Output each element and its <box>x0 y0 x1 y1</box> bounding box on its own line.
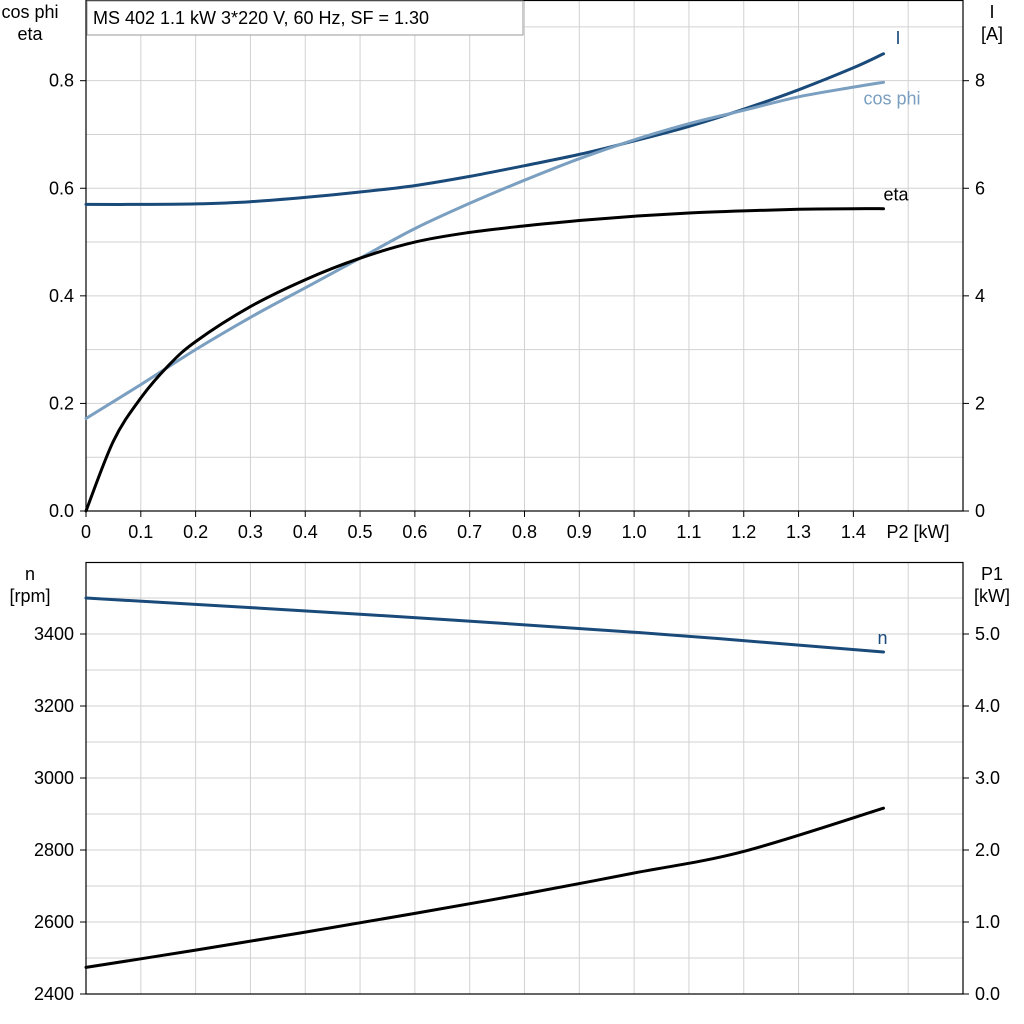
x-axis-label: P2 [kW] <box>886 522 949 542</box>
x-tick-label: 0 <box>81 522 91 542</box>
y-tick-label-left: 0.6 <box>49 178 74 198</box>
y-axis-label-right: P1 <box>981 564 1003 584</box>
y-tick-label-left: 0.2 <box>49 393 74 413</box>
y-tick-label-left: 0.4 <box>49 286 74 306</box>
series-label: I <box>896 28 901 48</box>
y-axis-label-left: [rpm] <box>9 586 50 606</box>
title-box <box>86 0 524 36</box>
x-tick-label: 1.0 <box>622 522 647 542</box>
x-tick-label: 0.4 <box>293 522 318 542</box>
series-line-i <box>84 52 885 206</box>
y-tick-label-right: 2 <box>975 393 985 413</box>
x-tick-label: 0.7 <box>457 522 482 542</box>
series-line-eta <box>84 207 885 513</box>
y-axis-label-right: I <box>989 2 994 22</box>
x-tick-label: 1.1 <box>676 522 701 542</box>
x-tick-label: 0.2 <box>183 522 208 542</box>
y-axis-label-right: [kW] <box>974 586 1010 606</box>
series-line-cos-phi <box>84 80 885 420</box>
series-label: n <box>878 628 888 648</box>
bottom-panel: 2400 2600 2800 3000 3200 3400 0.0 1.0 2.0 3.0 4.0 5… <box>9 561 1010 1004</box>
series-line-p1 <box>84 806 885 969</box>
y-tick-label-left: 0.0 <box>49 501 74 521</box>
y-axis-label-left: eta <box>17 24 43 44</box>
y-tick-label-left: 2600 <box>34 912 74 932</box>
x-tick-label: 1.3 <box>786 522 811 542</box>
y-tick-label-right: 6 <box>975 178 985 198</box>
y-tick-label-right: 3.0 <box>975 768 1000 788</box>
x-tick-label: 0.8 <box>512 522 537 542</box>
y-tick-label-right: 0 <box>975 501 985 521</box>
y-tick-label-right: 5.0 <box>975 624 1000 644</box>
y-tick-label-left: 3000 <box>34 768 74 788</box>
series-label: cos phi <box>864 88 921 108</box>
y-tick-label-left: 2800 <box>34 840 74 860</box>
y-tick-label-right: 2.0 <box>975 840 1000 860</box>
y-tick-label-right: 0.0 <box>975 984 1000 1004</box>
y-axis-label-left: n <box>25 564 35 584</box>
y-tick-label-left: 2400 <box>34 984 74 1004</box>
x-tick-label: 0.9 <box>567 522 592 542</box>
chart-title: MS 402 1.1 kW 3*220 V, 60 Hz, SF = 1.30 <box>93 8 429 28</box>
x-tick-label: 0.1 <box>128 522 153 542</box>
y-tick-label-left: 3400 <box>34 624 74 644</box>
y-tick-label-left: 0.8 <box>49 71 74 91</box>
x-tick-label: 0.5 <box>348 522 373 542</box>
y-tick-label-right: 4.0 <box>975 696 1000 716</box>
y-tick-label-left: 3200 <box>34 696 74 716</box>
x-tick-label: 1.4 <box>841 522 866 542</box>
x-tick-label: 0.6 <box>402 522 427 542</box>
series-label: eta <box>884 185 910 205</box>
y-tick-label-right: 4 <box>975 286 985 306</box>
y-tick-label-right: 8 <box>975 71 985 91</box>
y-axis-label-left: cos phi <box>1 2 58 22</box>
y-tick-label-right: 1.0 <box>975 912 1000 932</box>
x-tick-label: 1.2 <box>731 522 756 542</box>
series-line-n <box>84 596 885 654</box>
y-axis-label-right: [A] <box>981 24 1003 44</box>
x-tick-label: 0.3 <box>238 522 263 542</box>
